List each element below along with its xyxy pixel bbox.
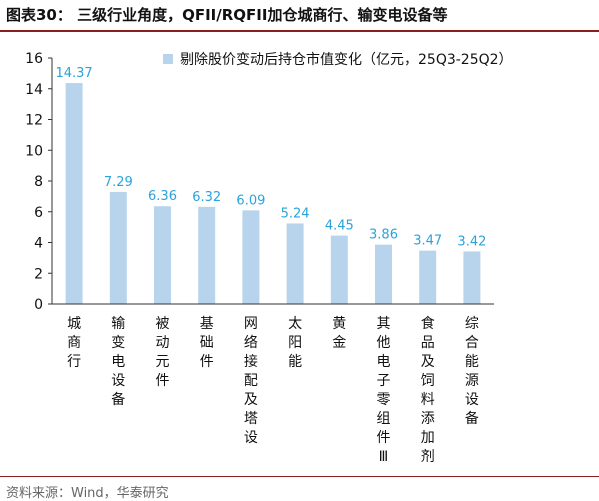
- x-tick-label: 其他电子零组件 Ⅲ: [377, 316, 391, 465]
- x-tick-label: 综合能源设备: [465, 316, 479, 427]
- data-label: 5.24: [281, 206, 310, 221]
- data-label: 4.45: [325, 219, 354, 234]
- y-tick-label: 16: [25, 51, 43, 67]
- y-tick-label: 10: [25, 143, 43, 159]
- data-label: 3.42: [457, 234, 486, 249]
- x-tick-label: 基础件: [200, 315, 214, 370]
- y-tick-label: 4: [34, 236, 43, 252]
- x-tick-label: 食品及饲料添加剂: [421, 315, 435, 465]
- data-label: 14.37: [55, 66, 92, 81]
- y-tick-label: 12: [25, 113, 43, 129]
- bar: [242, 210, 260, 304]
- bar: [65, 83, 83, 304]
- bar: [198, 206, 216, 304]
- bar: [154, 206, 171, 304]
- legend-swatch: [163, 54, 173, 64]
- y-tick-label: 2: [34, 266, 43, 282]
- data-label: 6.09: [236, 193, 265, 208]
- x-tick-label: 输变电设备: [111, 316, 125, 408]
- bar: [286, 223, 304, 304]
- figure-title: 图表30： 三级行业角度，QFII/RQFII加仓城商行、输变电设备等: [6, 6, 448, 24]
- data-labels: 14.37 7.29 6.36 6.32 6.09 5.24 4.45 3.86 3.47 3.4…: [55, 66, 486, 249]
- y-tick-label: 0: [34, 297, 43, 313]
- bar: [330, 235, 348, 304]
- legend: 剔除股价变动后持仓市值变化（亿元，25Q3-25Q2）: [163, 51, 513, 68]
- footer-divider: [0, 476, 599, 477]
- x-tick-label: 网络接配及塔设: [244, 316, 258, 446]
- bar: [109, 191, 127, 304]
- data-label: 3.86: [369, 228, 398, 243]
- y-tick-label: 8: [34, 174, 43, 190]
- x-axis: 城商行 输变电设备 被动元件 基础件 网络接配及塔设 太阳能 黄金 其他电子零组件 Ⅲ 食品及饲料…: [52, 303, 494, 465]
- bar: [463, 251, 481, 304]
- source-note: 资料来源：Wind，华泰研究: [6, 486, 169, 501]
- x-tick-label: 被动元件: [156, 316, 170, 389]
- data-label: 6.36: [148, 189, 177, 204]
- legend-label: 剔除股价变动后持仓市值变化（亿元，25Q3-25Q2）: [180, 51, 513, 68]
- x-tick-label: 城商行: [67, 316, 81, 370]
- title-divider: [0, 30, 599, 32]
- x-tick-label: 太阳能: [288, 316, 302, 370]
- bar: [375, 244, 392, 304]
- x-tick-label: 黄金: [332, 315, 346, 351]
- data-label: 3.47: [413, 234, 442, 249]
- bars: [65, 83, 481, 304]
- data-label: 7.29: [104, 175, 133, 190]
- data-label: 6.32: [192, 190, 221, 205]
- y-tick-label: 6: [34, 205, 43, 221]
- y-axis: 0 2 4 6 8 10 12 14 16: [25, 51, 53, 313]
- y-tick-label: 14: [25, 82, 43, 98]
- bar: [419, 250, 437, 304]
